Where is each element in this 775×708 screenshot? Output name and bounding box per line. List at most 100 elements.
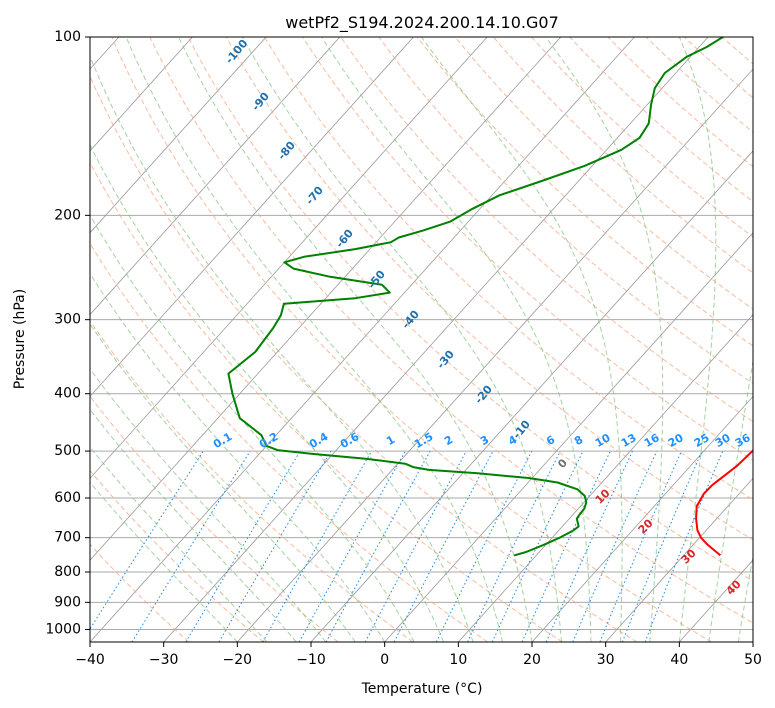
x-tick-label: 40	[670, 652, 688, 668]
mixing-ratio-label: 30	[713, 431, 733, 450]
y-tick-label: 700	[54, 530, 81, 546]
mixing-ratio-label: 0.4	[307, 430, 331, 451]
mixing-ratio-label: 0.1	[211, 430, 234, 451]
isotherm-line	[90, 37, 267, 234]
moist-adiabat-line	[178, 37, 533, 642]
x-tick-label: 50	[744, 652, 762, 668]
grid-layer	[90, 37, 775, 642]
x-tick-label: 30	[597, 652, 615, 668]
mixing-ratio-line	[262, 450, 373, 642]
isotherm-line	[90, 37, 488, 479]
isotherm-line	[531, 395, 753, 642]
isotherm-line	[90, 37, 341, 316]
x-tick-label: 10	[449, 652, 467, 668]
x-tick-label: 0	[380, 652, 389, 668]
y-tick-label: 200	[54, 207, 81, 223]
mixing-ratio-label: 13	[619, 431, 639, 450]
moist-adiabat-line	[321, 37, 592, 642]
x-tick-label: 20	[523, 652, 541, 668]
mixing-ratio-line	[644, 450, 724, 642]
plot-frame	[89, 36, 754, 643]
mixing-ratio-label: 2	[442, 433, 455, 448]
moist-adiabat-line	[678, 37, 717, 642]
y-tick-label: 400	[54, 386, 81, 402]
isotherm-line	[384, 232, 753, 642]
dry-adiabat-line	[225, 37, 753, 541]
y-tick-label: 900	[54, 594, 81, 610]
isotherm-line	[90, 37, 635, 642]
moist-adiabat-label: 40	[724, 577, 744, 597]
dry-adiabat-label: -20	[472, 383, 495, 407]
x-axis-label: Temperature (°C)	[361, 681, 483, 697]
isotherm-line	[605, 477, 753, 642]
dry-adiabat-line	[90, 469, 264, 642]
dry-adiabat-line	[493, 37, 753, 274]
moist-adiabat-line	[545, 37, 664, 642]
mixing-ratio-label: 1	[384, 433, 397, 448]
dry-adiabat-line	[90, 543, 190, 642]
moist-adiabat-line	[90, 272, 386, 642]
line-labels-layer: -100-90-80-70-60-50-40-30-20-100.1 0.2 0.4…	[211, 37, 753, 598]
x-axis: −40 −30 −20 −10 0 10 20 30 40 50	[75, 642, 762, 668]
dry-adiabat-line	[454, 37, 753, 310]
mixing-ratio-label: 0.6	[338, 430, 362, 451]
dry-adiabat-line	[90, 320, 414, 642]
y-tick-label: 500	[54, 443, 81, 459]
isotherm-line	[237, 68, 753, 642]
y-axis: 100 200 300 400 500 600 700 800 900 1000	[45, 29, 90, 637]
moist-adiabat-line	[708, 358, 753, 642]
dry-adiabat-line	[416, 37, 753, 347]
dewpoint-profile-line	[227, 37, 724, 557]
moist-adiabat-line	[90, 54, 474, 642]
y-tick-label: 800	[54, 564, 81, 580]
moist-adiabat-line	[90, 446, 268, 642]
moist-adiabat-line	[90, 481, 238, 642]
dry-adiabat-line	[90, 242, 488, 642]
dry-adiabat-line	[90, 161, 563, 642]
moist-adiabat-line	[90, 408, 297, 642]
dry-adiabat-line	[111, 37, 712, 642]
x-tick-label: −30	[149, 652, 179, 668]
moist-adiabat-line	[125, 37, 503, 642]
series-layer	[227, 37, 753, 557]
x-tick-label: −10	[296, 652, 326, 668]
moist-adiabat-line	[737, 554, 753, 642]
isotherm-line	[752, 641, 753, 642]
mixing-ratio-label: 20	[666, 431, 686, 450]
mixing-ratio-label: 16	[642, 431, 662, 450]
mixing-ratio-line	[131, 450, 251, 642]
dry-adiabat-line	[264, 37, 753, 501]
moist-adiabat-line	[90, 214, 415, 642]
mixing-ratio-label: 6	[544, 433, 557, 448]
dry-adiabat-label: -100	[223, 37, 251, 67]
dry-adiabat-line	[340, 37, 753, 423]
dry-adiabat-line	[90, 75, 638, 642]
isotherm-line	[90, 37, 193, 152]
mixing-ratio-line	[325, 450, 431, 642]
chart-title: wetPf2_S194.2024.200.14.10.G07	[285, 13, 559, 33]
dry-adiabat-label: -30	[434, 348, 457, 372]
dry-adiabat-label: -80	[275, 139, 298, 163]
x-tick-label: −20	[223, 652, 253, 668]
mixing-ratio-line	[90, 450, 204, 630]
dry-adiabat-label: -40	[399, 308, 422, 332]
dry-adiabat-line	[645, 37, 753, 133]
dry-adiabat-line	[761, 37, 775, 642]
mixing-ratio-line	[621, 450, 703, 642]
mixing-ratio-line	[545, 450, 633, 642]
dry-adiabat-line	[531, 37, 753, 238]
mixing-ratio-line	[435, 450, 533, 642]
y-tick-label: 600	[54, 490, 81, 506]
y-tick-label: 300	[54, 312, 81, 328]
y-tick-label: 1000	[45, 621, 81, 637]
isotherm-line	[310, 150, 753, 642]
mixing-ratio-label: 3	[478, 433, 491, 448]
dry-adiabat-line	[149, 37, 753, 624]
mixing-ratio-label: 36	[733, 431, 753, 450]
mixing-ratio-label: 8	[572, 433, 585, 448]
moist-adiabat-line	[90, 368, 327, 642]
isotherm-line	[458, 313, 753, 642]
mixing-ratio-label: 10	[593, 431, 613, 450]
dry-adiabat-line	[90, 395, 339, 642]
